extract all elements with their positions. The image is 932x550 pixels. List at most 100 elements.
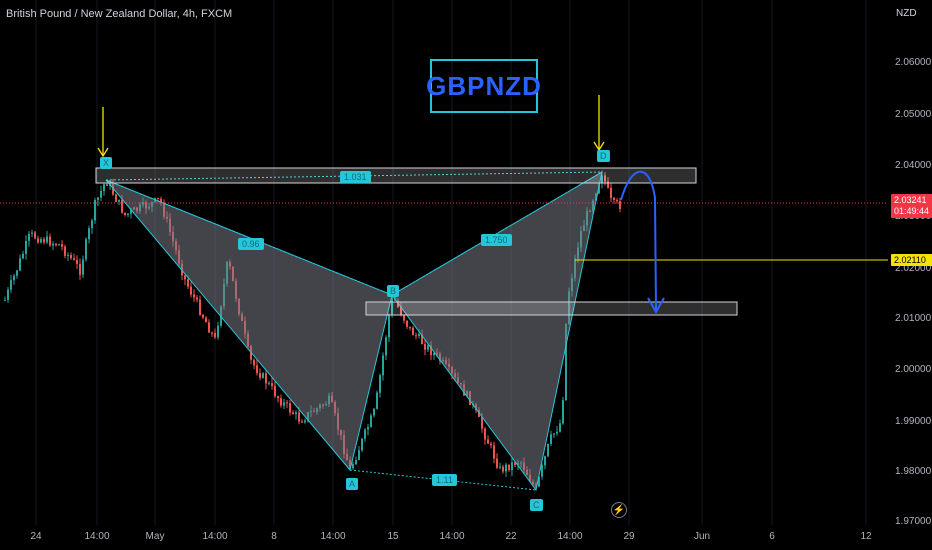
currency-label: NZD: [896, 8, 917, 19]
candle-body: [79, 263, 81, 275]
candle-body: [19, 258, 21, 271]
level-price-tag: 2.02110: [891, 254, 932, 266]
candle-body: [217, 325, 219, 338]
candle-body: [364, 429, 366, 439]
candle-body: [601, 175, 603, 184]
candle-body: [13, 275, 15, 281]
candle-body: [355, 460, 357, 465]
ratio-label-ac[interactable]: 1.11: [432, 474, 457, 486]
price-tick: 2.06000: [895, 57, 932, 68]
candle-body: [22, 253, 24, 259]
bar-countdown: 01:49:44: [894, 206, 930, 216]
price-tick: 2.00000: [895, 364, 932, 375]
candle-body: [604, 175, 606, 182]
candle-body: [103, 184, 105, 191]
candle-body: [424, 344, 426, 350]
time-tick: 22: [505, 531, 517, 542]
candle-body: [184, 275, 186, 280]
time-tick: 14:00: [320, 531, 346, 542]
candle-body: [289, 403, 291, 413]
candle-body: [502, 466, 504, 472]
candle-body: [382, 355, 384, 376]
projection-arrow-icon: [620, 170, 665, 315]
candle-body: [46, 236, 48, 243]
candle-body: [361, 438, 363, 451]
candle-body: [106, 184, 108, 186]
candle-body: [304, 420, 306, 423]
candle-body: [97, 197, 99, 201]
candle-body: [277, 396, 279, 399]
candle-body: [259, 373, 261, 378]
candle-body: [616, 200, 618, 202]
candle-body: [76, 259, 78, 264]
candle-body: [421, 334, 423, 345]
candle-body: [481, 416, 483, 429]
candle-body: [55, 243, 57, 246]
candle-body: [298, 412, 300, 422]
candle-body: [550, 434, 552, 444]
candle-body: [199, 299, 201, 315]
candle-body: [34, 232, 36, 239]
candle-body: [43, 239, 45, 243]
ticker-annotation[interactable]: GBPNZD: [426, 59, 541, 113]
price-tick: 1.97000: [895, 516, 932, 527]
candle-body: [208, 322, 210, 333]
point-label-c[interactable]: C: [530, 499, 543, 511]
candle-body: [73, 258, 75, 260]
candle-body: [193, 294, 195, 298]
candle-body: [85, 239, 87, 260]
ratio-label-bd[interactable]: 1.750: [481, 234, 512, 246]
candle-body: [493, 445, 495, 459]
point-label-a[interactable]: A: [346, 478, 359, 490]
pattern-triangle-xab: [105, 179, 393, 472]
candle-body: [58, 244, 60, 246]
support-zone[interactable]: [365, 301, 738, 316]
candle-body: [37, 238, 39, 243]
candle-body: [205, 317, 207, 323]
point-label-b[interactable]: B: [387, 285, 400, 297]
candle-body: [88, 228, 90, 240]
price-tick: 1.98000: [895, 466, 932, 477]
candle-body: [295, 412, 297, 415]
candle-body: [508, 464, 510, 470]
lightning-icon[interactable]: ⚡: [611, 502, 627, 518]
candle-body: [556, 431, 558, 434]
point-label-x[interactable]: X: [100, 157, 113, 169]
time-tick: May: [145, 531, 165, 542]
pattern-xb-line: [105, 179, 393, 296]
candle-body: [373, 408, 375, 416]
price-tick: 2.01000: [895, 313, 932, 324]
candle-body: [40, 239, 42, 243]
candle-body: [379, 375, 381, 393]
resistance-zone[interactable]: [95, 167, 697, 184]
candle-body: [427, 345, 429, 350]
symbol-title: British Pound / New Zealand Dollar, 4h, …: [6, 8, 233, 20]
time-tick: 8: [271, 531, 277, 542]
candle-body: [70, 254, 72, 259]
candle-body: [562, 400, 564, 424]
point-label-d[interactable]: D: [597, 150, 610, 162]
time-tick: 14:00: [84, 531, 110, 542]
candle-body: [157, 197, 159, 199]
candle-body: [400, 306, 402, 316]
candle-body: [496, 458, 498, 468]
time-tick: 24: [30, 531, 42, 542]
candle-body: [190, 286, 192, 295]
candle-body: [607, 181, 609, 188]
candle-body: [130, 209, 132, 214]
candle-body: [610, 187, 612, 199]
ratio-label-xd[interactable]: 1.031: [340, 171, 371, 183]
candle-body: [490, 443, 492, 446]
pattern-bd-line: [391, 171, 603, 296]
time-tick: 29: [623, 531, 635, 542]
candle-body: [91, 220, 93, 229]
candle-body: [28, 233, 30, 241]
candle-body: [352, 464, 354, 469]
candle-body: [274, 385, 276, 397]
candle-body: [376, 392, 378, 409]
ratio-label-xb[interactable]: 0.96: [238, 238, 264, 250]
candle-body: [262, 373, 264, 378]
candle-body: [565, 323, 567, 401]
arrow-down-icon: [593, 95, 605, 152]
